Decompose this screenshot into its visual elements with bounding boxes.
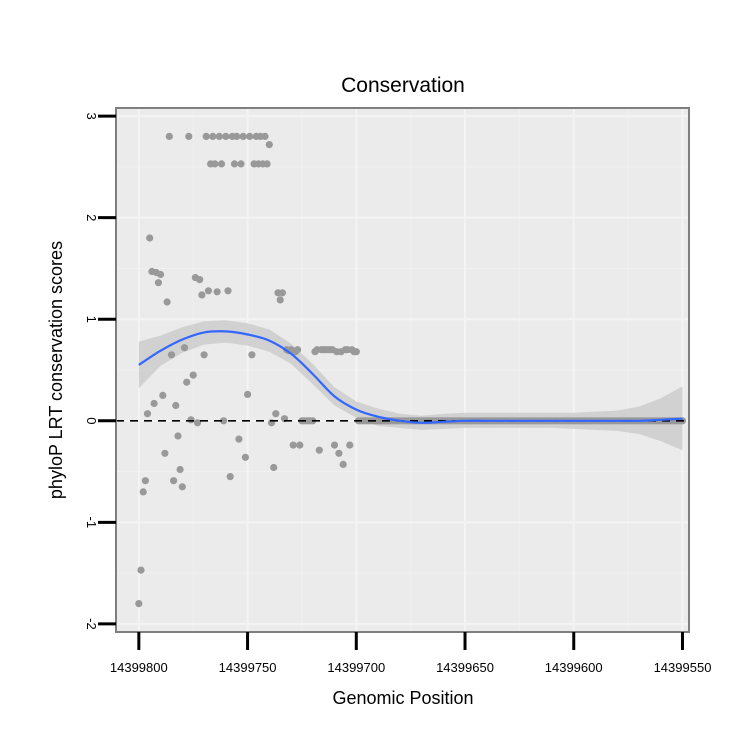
data-point [172, 401, 180, 410]
data-point [220, 417, 228, 425]
data-point [213, 288, 221, 296]
data-point [146, 234, 154, 242]
x-axis: 14399800 14399750 14399700 14399650 14399600… [110, 632, 712, 675]
data-point [224, 287, 232, 295]
data-point [204, 287, 212, 295]
y-tick-label: 3 [84, 112, 99, 119]
data-point [193, 419, 202, 427]
data-point [289, 441, 297, 449]
x-axis-title: Genomic Position [332, 688, 473, 708]
data-point [244, 390, 252, 398]
data-point [143, 410, 152, 418]
data-point [226, 473, 234, 481]
y-tick-label: 1 [84, 316, 99, 323]
x-tick-label: 14399600 [545, 660, 603, 675]
data-point [239, 132, 247, 140]
x-tick-label: 14399550 [654, 660, 712, 675]
x-tick-label: 14399650 [436, 660, 494, 675]
data-point [139, 488, 147, 496]
data-point [215, 132, 223, 140]
data-point [296, 441, 304, 449]
y-axis-title: phyloP LRT conservation scores [46, 241, 66, 499]
data-point [272, 410, 280, 418]
data-point [346, 441, 354, 449]
data-point [154, 279, 162, 287]
data-point [294, 346, 302, 354]
y-tick-label: 0 [84, 417, 99, 424]
data-point [235, 435, 243, 443]
data-point [187, 416, 195, 424]
y-tick-label: 2 [84, 214, 99, 221]
data-point [170, 477, 178, 485]
x-tick-label: 14399750 [219, 660, 277, 675]
smooth-trend-line [138, 330, 683, 424]
data-point [248, 351, 256, 359]
data-point [150, 399, 158, 408]
data-point [278, 289, 286, 297]
data-point [233, 132, 241, 140]
data-point [141, 477, 149, 485]
data-point [237, 160, 245, 168]
data-point [165, 132, 173, 140]
data-point [189, 371, 197, 379]
data-point [261, 132, 269, 140]
data-point [161, 449, 169, 457]
data-point [263, 160, 271, 168]
panel-border [115, 107, 690, 633]
x-tick-label: 14399700 [327, 660, 385, 675]
data-point [178, 483, 186, 491]
data-point [211, 160, 219, 168]
data-point [183, 378, 191, 386]
data-point [202, 132, 210, 140]
data-point [339, 460, 347, 468]
chart-title: Conservation [341, 74, 465, 97]
data-point [196, 276, 204, 284]
y-tick-label: -1 [84, 517, 99, 529]
data-point [137, 566, 145, 574]
data-point [230, 160, 239, 168]
data-point [217, 160, 226, 168]
data-point [265, 141, 273, 149]
data-point [276, 296, 284, 304]
data-point [180, 344, 189, 352]
data-point [174, 432, 182, 440]
data-point [185, 132, 193, 140]
data-point [270, 463, 278, 472]
data-point [163, 298, 171, 306]
data-point [315, 446, 323, 454]
data-point [135, 600, 143, 608]
data-point [157, 270, 165, 279]
data-point [352, 348, 360, 356]
data-point [335, 449, 343, 457]
data-point [176, 465, 184, 474]
y-axis: -2 -1 0 1 2 3 [84, 112, 116, 630]
data-point [159, 391, 167, 399]
data-point [241, 453, 249, 461]
y-tick-label: -2 [84, 618, 99, 630]
data-point [200, 351, 208, 359]
x-tick-label: 14399800 [110, 660, 168, 675]
data-point [198, 291, 206, 299]
data-points [135, 132, 687, 608]
data-point [209, 132, 217, 140]
data-point [222, 132, 230, 140]
data-point [167, 351, 176, 359]
data-point [330, 441, 339, 449]
data-point [246, 132, 254, 140]
